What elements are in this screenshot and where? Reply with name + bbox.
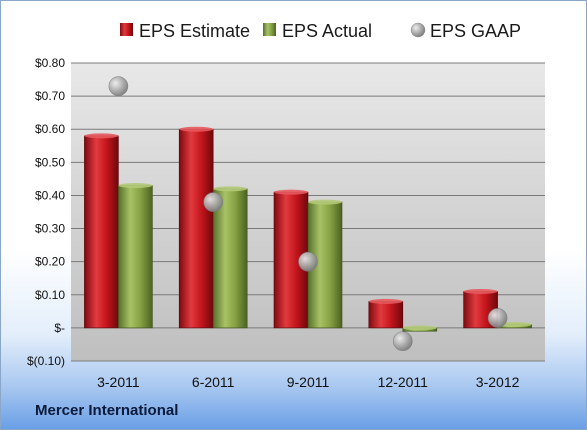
eps-gaap-point-3-2012: [487, 308, 508, 328]
legend-swatch-eps-actual: [263, 23, 276, 36]
x-tick-label: 3-2011: [97, 374, 140, 390]
y-tick-label: $(0.10): [27, 354, 65, 368]
legend-label: EPS GAAP: [430, 21, 521, 41]
eps-actual-bar-3-2011: [118, 185, 153, 329]
bar-cap: [497, 322, 532, 328]
y-tick-label: $0.40: [35, 188, 65, 202]
legend-label: EPS Estimate: [139, 21, 250, 41]
legend-label: EPS Actual: [282, 21, 372, 41]
eps-estimate-bar-12-2011: [368, 301, 404, 329]
y-tick-label: $0.70: [35, 89, 65, 103]
bar-cap: [179, 126, 214, 132]
y-tick-label: $0.30: [35, 222, 65, 236]
eps-estimate-bar-6-2011: [178, 128, 214, 329]
bar-cap: [308, 199, 342, 205]
bar-cap: [463, 288, 498, 294]
x-tick-label: 6-2011: [192, 374, 235, 390]
y-tick-label: $0.60: [35, 122, 65, 136]
x-tick-label: 12-2011: [378, 374, 429, 390]
eps-actual-bar-6-2011: [212, 188, 248, 329]
x-tick-label: 3-2012: [476, 374, 520, 390]
bar-cap: [402, 325, 437, 331]
legend-swatch-eps-gaap: [410, 22, 426, 38]
y-tick-label: $-: [54, 321, 65, 335]
y-tick-label: $0.20: [35, 255, 65, 269]
company-name: Mercer International: [35, 402, 179, 419]
eps-gaap-point-9-2011: [298, 251, 318, 272]
y-tick-label: $0.80: [35, 56, 65, 70]
x-tick-label: 9-2011: [287, 374, 330, 390]
eps-gaap-point-12-2011: [392, 331, 413, 351]
eps-gaap-point-3-2011: [108, 76, 129, 96]
bar-cap: [368, 298, 403, 304]
bar-cap: [213, 186, 248, 192]
legend-swatch-eps-estimate: [120, 23, 133, 36]
bar-cap: [118, 183, 153, 189]
eps-estimate-bar-3-2011: [84, 135, 119, 329]
bar-cap: [274, 189, 308, 195]
y-tick-label: $0.50: [35, 155, 65, 169]
bar-cap: [84, 133, 119, 139]
y-tick-label: $0.10: [35, 288, 65, 302]
eps-gaap-point-6-2011: [203, 192, 223, 212]
